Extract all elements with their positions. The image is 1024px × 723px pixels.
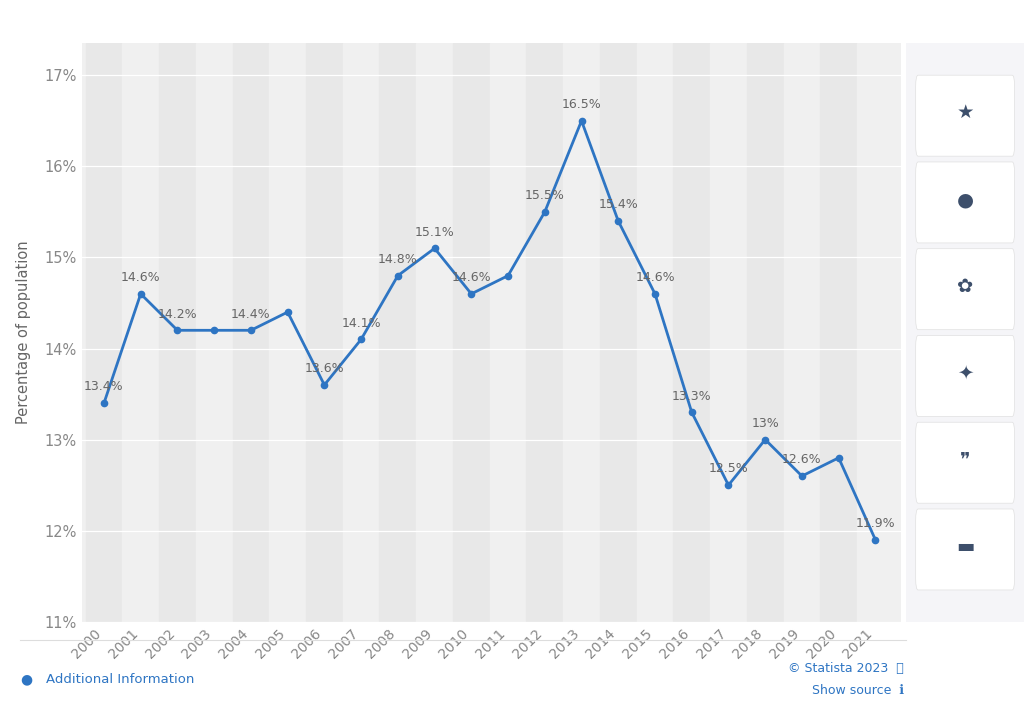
- Bar: [857, 43, 894, 622]
- Y-axis label: Percentage of population: Percentage of population: [15, 241, 31, 424]
- Text: ✿: ✿: [957, 277, 973, 296]
- Text: Additional Information: Additional Information: [46, 673, 195, 686]
- Bar: [783, 43, 820, 622]
- Bar: [232, 43, 269, 622]
- Text: 11.9%: 11.9%: [856, 517, 895, 530]
- Text: 14.1%: 14.1%: [341, 317, 381, 330]
- Text: 14.4%: 14.4%: [231, 307, 270, 320]
- Text: 14.2%: 14.2%: [158, 307, 198, 320]
- Bar: [122, 43, 159, 622]
- Bar: [306, 43, 343, 622]
- Text: © Statista 2023  🚩: © Statista 2023 🚩: [788, 662, 904, 675]
- Text: ❞: ❞: [959, 450, 971, 469]
- Text: ▬: ▬: [956, 537, 974, 556]
- FancyBboxPatch shape: [915, 75, 1015, 156]
- Bar: [674, 43, 710, 622]
- Bar: [343, 43, 380, 622]
- Text: ●: ●: [20, 672, 33, 687]
- Bar: [159, 43, 196, 622]
- Text: ●: ●: [956, 190, 974, 209]
- Bar: [600, 43, 637, 622]
- Text: ★: ★: [956, 103, 974, 122]
- Text: 14.6%: 14.6%: [121, 271, 161, 284]
- Bar: [380, 43, 416, 622]
- Text: 13%: 13%: [752, 417, 779, 430]
- FancyBboxPatch shape: [915, 335, 1015, 416]
- Text: ✦: ✦: [957, 364, 973, 382]
- Text: 14.6%: 14.6%: [452, 271, 492, 284]
- FancyBboxPatch shape: [915, 509, 1015, 590]
- FancyBboxPatch shape: [915, 162, 1015, 243]
- Bar: [710, 43, 746, 622]
- Bar: [416, 43, 453, 622]
- Text: 12.6%: 12.6%: [782, 453, 821, 466]
- Text: Show source  ℹ: Show source ℹ: [812, 684, 904, 697]
- Bar: [196, 43, 232, 622]
- Text: 14.6%: 14.6%: [635, 271, 675, 284]
- Bar: [489, 43, 526, 622]
- Text: 12.5%: 12.5%: [709, 463, 749, 476]
- FancyBboxPatch shape: [915, 422, 1015, 503]
- Bar: [526, 43, 563, 622]
- Text: 15.4%: 15.4%: [598, 198, 638, 211]
- FancyBboxPatch shape: [915, 249, 1015, 330]
- Text: 15.1%: 15.1%: [415, 226, 455, 239]
- Bar: [820, 43, 857, 622]
- Text: 13.6%: 13.6%: [304, 362, 344, 375]
- Text: 13.4%: 13.4%: [84, 380, 124, 393]
- Bar: [453, 43, 489, 622]
- Bar: [86, 43, 122, 622]
- Text: 15.5%: 15.5%: [525, 189, 564, 202]
- Bar: [746, 43, 783, 622]
- Bar: [563, 43, 600, 622]
- Text: 13.3%: 13.3%: [672, 390, 712, 403]
- Bar: [269, 43, 306, 622]
- Text: 14.8%: 14.8%: [378, 253, 418, 266]
- Bar: [637, 43, 674, 622]
- Text: 16.5%: 16.5%: [561, 98, 601, 111]
